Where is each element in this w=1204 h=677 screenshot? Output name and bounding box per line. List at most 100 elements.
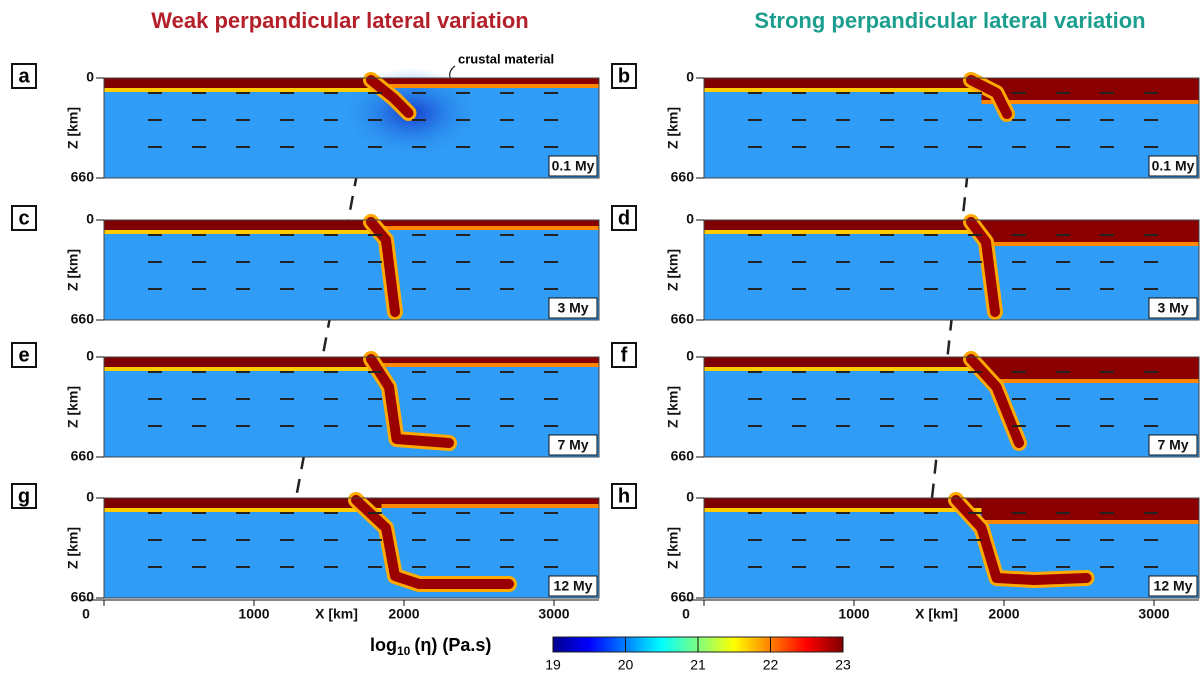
z-tick-label: 0 xyxy=(686,69,694,85)
time-box xyxy=(548,297,598,319)
x-tick-label: 3000 xyxy=(1138,606,1169,622)
plate xyxy=(704,498,982,508)
panel-frame xyxy=(703,497,1200,599)
label-part: (η) (Pa.s) xyxy=(414,635,491,655)
panel-label: a xyxy=(18,65,30,87)
panel-frame xyxy=(103,356,600,458)
panel-frame xyxy=(103,497,600,599)
panel-label-box xyxy=(611,63,637,89)
plate xyxy=(104,357,382,367)
plate xyxy=(104,498,382,508)
panel: c 3 My 0 660 Z [km] xyxy=(11,205,600,327)
z-tick-label: 0 xyxy=(86,211,94,227)
panel-label-box xyxy=(11,342,37,368)
mantle xyxy=(104,498,599,598)
x-tick-label: 0 xyxy=(682,606,690,622)
z-axis-label: Z [km] xyxy=(665,527,681,569)
z-tick-label: 660 xyxy=(671,311,695,327)
plate xyxy=(104,220,382,230)
panel: e 7 My 0 660 Z [km] xyxy=(11,342,600,464)
x-axis-label: X [km] xyxy=(315,606,358,622)
colorbar-tick-label: 22 xyxy=(763,657,779,673)
panel-frame xyxy=(703,77,1200,179)
z-axis-label: Z [km] xyxy=(65,386,81,428)
label-part: log xyxy=(370,635,397,655)
time-box xyxy=(1148,155,1198,177)
column-title: Weak perpandicular lateral variation xyxy=(151,8,528,33)
z-tick-label: 660 xyxy=(71,169,95,185)
colorbar-tick-label: 23 xyxy=(835,657,851,673)
z-tick-label: 0 xyxy=(86,489,94,505)
time-label: 12 My xyxy=(1154,578,1193,594)
colorbar-label: log10 (η) (Pa.s) xyxy=(370,635,491,658)
colorbar-tick-label: 21 xyxy=(690,657,706,673)
slab xyxy=(951,495,1092,585)
time-box xyxy=(1148,575,1198,597)
time-label: 0.1 My xyxy=(1152,158,1195,174)
time-box xyxy=(1148,434,1198,456)
panel-label-box xyxy=(11,483,37,509)
panel-frame xyxy=(103,219,600,321)
plate xyxy=(704,78,982,88)
annotation: crustal material xyxy=(458,51,554,66)
plate xyxy=(981,220,1199,242)
plate xyxy=(981,78,1199,100)
plate xyxy=(704,357,982,367)
z-axis-label: Z [km] xyxy=(65,107,81,149)
time-box xyxy=(548,575,598,597)
panel-label-box xyxy=(611,205,637,231)
x-tick-label: 1000 xyxy=(838,606,869,622)
x-axis-label: X [km] xyxy=(915,606,958,622)
plate xyxy=(381,78,599,84)
slab xyxy=(966,217,1000,317)
z-axis-label: Z [km] xyxy=(65,249,81,291)
panel-label-box xyxy=(11,63,37,89)
plate xyxy=(381,357,599,363)
z-tick-label: 660 xyxy=(71,589,95,605)
panel-label: h xyxy=(618,485,630,507)
plate xyxy=(981,357,1199,379)
plate xyxy=(104,78,382,88)
column-title: Strong perpandicular lateral variation xyxy=(754,8,1145,33)
panel-label: g xyxy=(18,485,30,507)
z-tick-label: 0 xyxy=(86,348,94,364)
slab xyxy=(366,217,400,317)
z-axis-label: Z [km] xyxy=(665,249,681,291)
panel: b 0.1 My 0 660 Z [km] xyxy=(611,63,1200,185)
z-axis-label: Z [km] xyxy=(665,386,681,428)
z-tick-label: 0 xyxy=(686,348,694,364)
slab xyxy=(366,75,414,118)
mantle xyxy=(104,357,599,457)
time-label: 3 My xyxy=(1157,300,1188,316)
z-axis-label: Z [km] xyxy=(665,107,681,149)
x-tick-label: 2000 xyxy=(388,606,419,622)
panel-label-box xyxy=(11,205,37,231)
z-tick-label: 0 xyxy=(686,211,694,227)
z-tick-label: 660 xyxy=(71,448,95,464)
panel: f 7 My 0 660 Z [km] xyxy=(611,342,1200,464)
panel-label: e xyxy=(18,344,29,366)
panel-label: b xyxy=(618,65,630,87)
panel-label: d xyxy=(618,207,630,229)
slab xyxy=(966,75,1012,119)
panel-label: f xyxy=(621,344,628,366)
panel: a 0.1 My 0 660 Z [km] xyxy=(11,63,600,185)
label-subscript: 10 xyxy=(397,644,411,658)
x-tick-label: 2000 xyxy=(988,606,1019,622)
slab xyxy=(966,354,1024,448)
z-tick-label: 0 xyxy=(686,489,694,505)
slab xyxy=(351,495,514,589)
z-axis-label: Z [km] xyxy=(65,527,81,569)
time-box xyxy=(548,434,598,456)
plate xyxy=(381,220,599,226)
x-tick-label: 0 xyxy=(82,606,90,622)
colorbar-tick-label: 19 xyxy=(545,657,561,673)
panel-frame xyxy=(703,356,1200,458)
z-tick-label: 660 xyxy=(671,448,695,464)
panel-frame xyxy=(703,219,1200,321)
plate xyxy=(704,220,982,230)
panel-frame xyxy=(103,77,600,179)
